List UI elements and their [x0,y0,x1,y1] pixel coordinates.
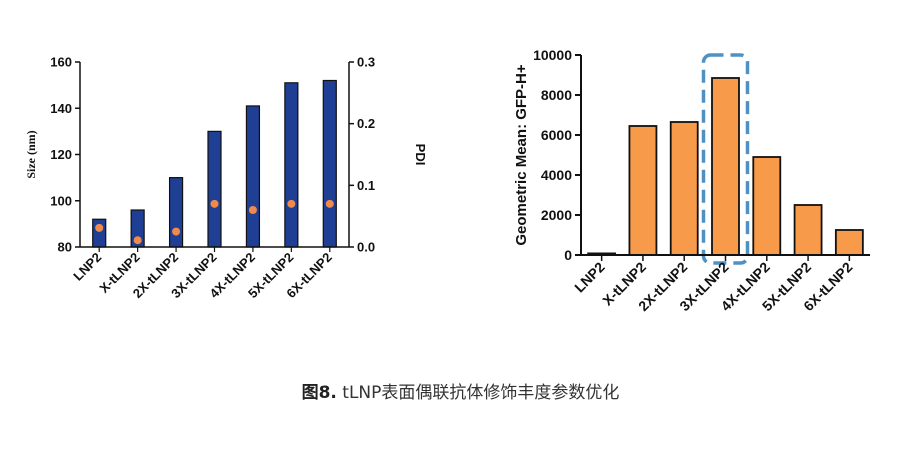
caption-label: 图8. [301,383,337,403]
highlight-box [701,53,750,265]
gfp-bar [834,229,864,256]
y-tick-label: 2000 [541,207,572,223]
size-bar [284,82,299,248]
gfp-bar [711,77,740,256]
y2-tick-label: 0.3 [357,55,375,70]
figure: 801001201401600.00.10.20.3LNP2X-tLNP22X-… [24,47,870,314]
size-bar [92,218,107,248]
gfp-chart: 0200040006000800010000LNP2X-tLNP22X-tLNP… [513,47,870,314]
gfp-bar [752,156,782,256]
pdi-point [325,199,334,208]
figure-caption: 图8. tLNP表面偶联抗体修饰丰度参数优化 [0,378,921,403]
y-tick-label: 10000 [533,47,572,63]
size-bar [245,105,261,248]
caption-text: tLNP表面偶联抗体修饰丰度参数优化 [336,383,620,403]
pdi-point [287,199,296,208]
y-tick-label: 8000 [541,87,572,103]
gfp-bar [628,125,658,256]
y2-tick-label: 0.0 [357,240,375,255]
y-tick-label: 120 [50,147,72,162]
pdi-point [248,206,257,214]
pdi-point [172,227,181,236]
y2-tick-label: 0.2 [357,116,375,131]
y2-axis-title: PDI [413,144,428,166]
pdi-point [133,236,142,245]
gfp-bar [793,204,823,256]
x-tick-label: LNP2 [70,250,104,284]
y-tick-label: 160 [50,55,72,70]
y-tick-label: 80 [58,240,72,255]
size-bar [168,177,184,248]
gfp-bar [669,121,699,256]
y-axis-title: Geometric Mean: GFP-H+ [513,64,530,246]
y2-tick-label: 0.1 [357,178,375,193]
pdi-point [95,223,104,232]
y-axis-title: Size (nm) [24,130,38,178]
y-tick-label: 100 [50,193,72,208]
size-bar [322,79,337,248]
y-tick-label: 6000 [541,127,572,143]
size-bar [207,130,222,248]
y-tick-label: 4000 [541,167,572,183]
y-tick-label: 0 [564,247,572,263]
x-tick-label: LNP2 [571,259,608,296]
pdi-point [210,199,219,208]
size-pdi-chart: 801001201401600.00.10.20.3LNP2X-tLNP22X-… [24,55,428,301]
y-tick-label: 140 [50,101,72,116]
